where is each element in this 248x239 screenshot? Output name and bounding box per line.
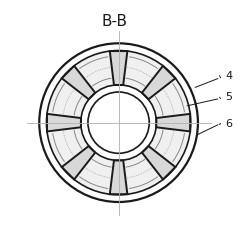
Polygon shape — [62, 146, 95, 179]
Polygon shape — [110, 51, 127, 85]
Wedge shape — [149, 78, 190, 118]
Polygon shape — [142, 146, 175, 179]
Polygon shape — [110, 160, 127, 194]
Circle shape — [39, 43, 198, 202]
Wedge shape — [74, 51, 114, 93]
Wedge shape — [47, 78, 89, 118]
Wedge shape — [74, 152, 114, 194]
Text: 4: 4 — [225, 71, 232, 81]
Wedge shape — [123, 152, 163, 194]
Polygon shape — [156, 114, 190, 131]
Circle shape — [88, 92, 149, 153]
Text: 6: 6 — [225, 120, 232, 130]
Wedge shape — [123, 51, 163, 93]
Polygon shape — [47, 114, 81, 131]
Text: 5: 5 — [225, 92, 232, 103]
Text: B-B: B-B — [101, 14, 127, 29]
Wedge shape — [47, 127, 89, 167]
Polygon shape — [62, 66, 95, 99]
Wedge shape — [149, 127, 190, 167]
Polygon shape — [142, 66, 175, 99]
